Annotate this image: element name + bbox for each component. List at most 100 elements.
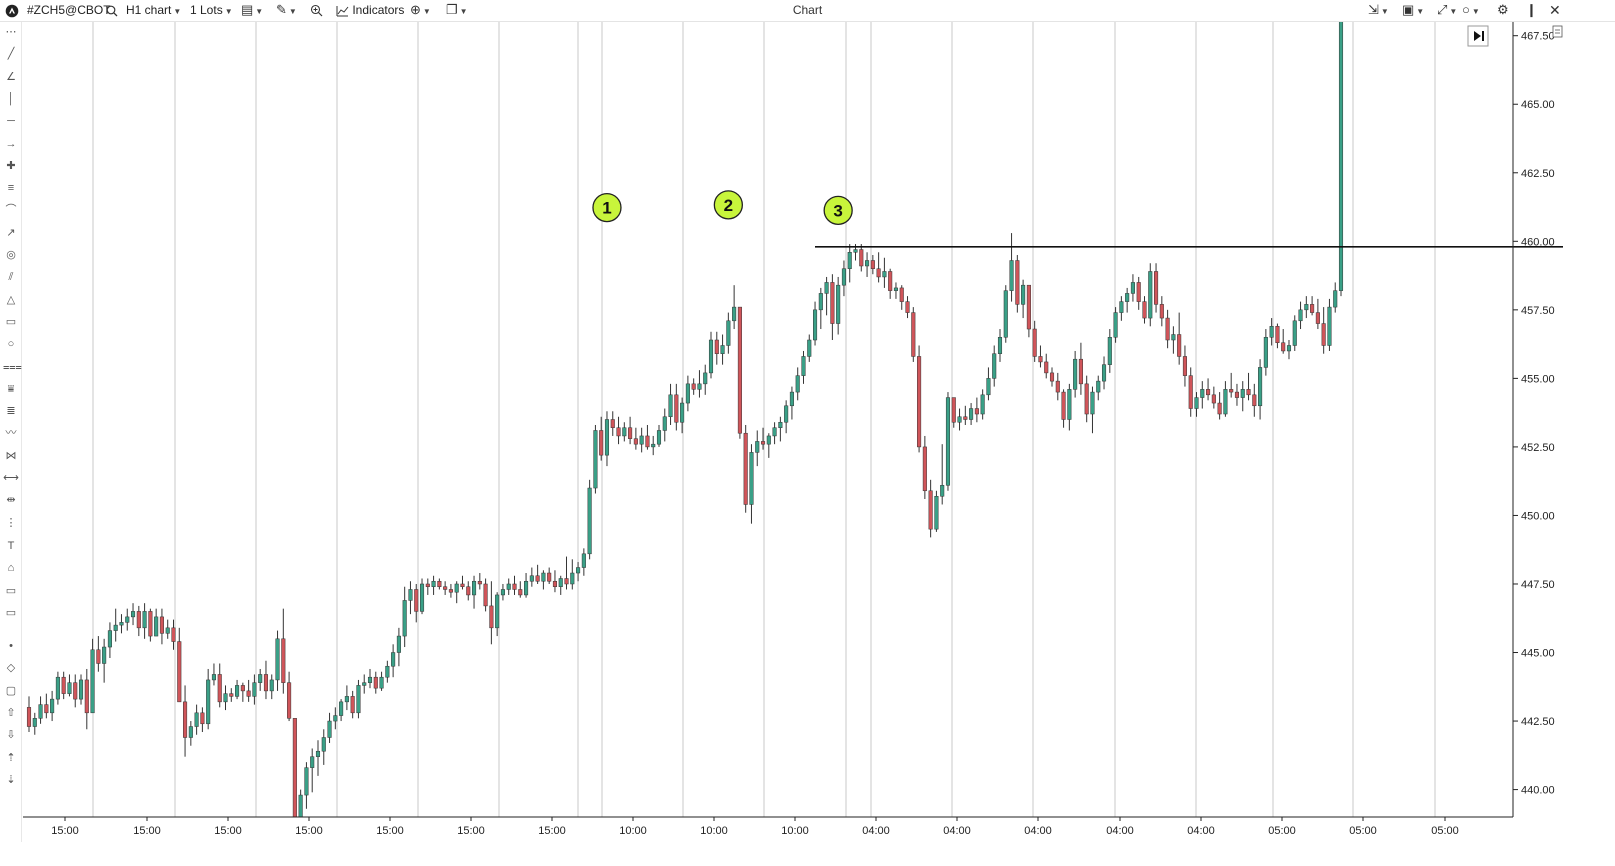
candle bbox=[691, 378, 696, 395]
chart-area[interactable]: 1 2 3 467.50 465.00 462.50 460.00 457.50 455.00 4… bbox=[23, 22, 1615, 847]
candle bbox=[1026, 284, 1031, 338]
layout-dropdown[interactable]: ❐ ▼ bbox=[446, 0, 468, 21]
price-tick-label: 455.00 bbox=[1521, 373, 1555, 385]
wave-icon[interactable]: 〰 bbox=[5, 427, 17, 440]
candle bbox=[818, 287, 823, 330]
circle-icon[interactable]: ○ bbox=[7, 338, 15, 351]
fib-levels-icon[interactable]: ⩶ bbox=[3, 360, 22, 373]
app-logo-icon[interactable] bbox=[5, 0, 19, 21]
dots-icon[interactable]: ⋯ bbox=[5, 26, 17, 38]
timeframe-dropdown[interactable]: H1 chart ▼ bbox=[126, 0, 181, 21]
zoom-icon[interactable] bbox=[310, 0, 323, 21]
chevron-down-icon: ▼ bbox=[1471, 7, 1480, 16]
arrow-line-icon[interactable]: ↗ bbox=[6, 226, 16, 239]
arrow-down-icon[interactable]: ⇩ bbox=[6, 729, 16, 742]
screenshot-dropdown[interactable]: ▣ ▼ bbox=[1402, 0, 1424, 21]
candle bbox=[1136, 276, 1141, 310]
crosshair-icon[interactable]: ✚ bbox=[6, 159, 16, 172]
square-icon[interactable]: ▢ bbox=[5, 684, 17, 697]
candle bbox=[1130, 274, 1135, 302]
diamond-icon[interactable]: ◇ bbox=[6, 662, 16, 675]
price-tick-label: 447.50 bbox=[1521, 579, 1555, 591]
text-icon[interactable]: T bbox=[7, 540, 15, 552]
candle bbox=[50, 690, 55, 722]
candle bbox=[720, 334, 725, 365]
candle bbox=[483, 578, 488, 612]
candle bbox=[136, 605, 141, 637]
lots-dropdown[interactable]: 1 Lots ▼ bbox=[190, 0, 233, 21]
measure-icon[interactable]: ⟷ bbox=[3, 472, 19, 484]
spiral-icon[interactable]: ◎ bbox=[6, 249, 16, 261]
angle-icon[interactable]: ∠ bbox=[6, 70, 16, 83]
triangle-icon[interactable]: △ bbox=[6, 293, 16, 306]
symbol-label: #ZCH5@CBOT bbox=[27, 3, 111, 17]
candle bbox=[229, 688, 234, 702]
candle bbox=[529, 567, 534, 587]
candle bbox=[830, 274, 835, 340]
search-icon[interactable] bbox=[106, 0, 118, 21]
fullscreen-dropdown[interactable]: ⤢ ▼ bbox=[1437, 0, 1457, 21]
fib-extension-icon[interactable]: ⩸ bbox=[7, 382, 15, 395]
sort-up-icon[interactable]: ⇡ bbox=[6, 751, 16, 764]
candle bbox=[217, 663, 222, 708]
crosshair-dropdown[interactable]: ⊕ ▼ bbox=[410, 0, 431, 21]
candle bbox=[552, 570, 557, 593]
candle bbox=[974, 397, 979, 423]
settings-icon[interactable]: ⚙ bbox=[1497, 2, 1509, 17]
candle bbox=[726, 312, 731, 354]
indicators-button[interactable]: Indicators bbox=[336, 0, 404, 21]
candle bbox=[807, 334, 812, 362]
scroll-to-end-button[interactable] bbox=[1467, 25, 1489, 47]
sort-down-icon[interactable]: ⇣ bbox=[6, 773, 16, 786]
marker-1[interactable]: 1 bbox=[592, 192, 622, 223]
candle bbox=[1223, 381, 1228, 417]
symbol-selector[interactable]: #ZCH5@CBOT bbox=[27, 0, 111, 21]
candle bbox=[339, 699, 344, 722]
candle bbox=[1165, 309, 1170, 349]
theme-dropdown[interactable]: ○ ▼ bbox=[1462, 0, 1480, 21]
note-icon[interactable]: ▭ bbox=[5, 606, 17, 619]
candle bbox=[876, 252, 881, 283]
parallel-lines-icon[interactable]: ≡ bbox=[7, 182, 15, 195]
candle bbox=[107, 622, 112, 658]
callout-icon[interactable]: ▭ bbox=[5, 584, 17, 597]
candle bbox=[951, 397, 956, 428]
vertical-line-icon[interactable]: │ bbox=[7, 92, 15, 105]
candle bbox=[292, 718, 297, 817]
drawing-tool-dropdown[interactable]: ✎ ▼ bbox=[276, 0, 297, 21]
curve-icon[interactable]: ⌒ bbox=[5, 204, 17, 217]
channel-icon[interactable]: ⫽ bbox=[8, 271, 14, 284]
axis-settings-icon[interactable] bbox=[1552, 25, 1563, 38]
candle bbox=[408, 581, 413, 615]
candle bbox=[414, 583, 419, 623]
collapse-dropdown[interactable]: ⇲ ▼ bbox=[1368, 0, 1389, 21]
pattern-icon[interactable]: ⋈ bbox=[5, 449, 17, 462]
vertical-dots-icon[interactable]: ⋮ bbox=[5, 516, 17, 529]
ray-icon[interactable]: → bbox=[5, 137, 17, 150]
close-icon[interactable]: ✕ bbox=[1549, 2, 1561, 18]
candle bbox=[651, 435, 656, 456]
candle bbox=[714, 331, 719, 365]
candle bbox=[859, 244, 864, 272]
candle bbox=[963, 405, 968, 425]
trendline-icon[interactable]: ╱ bbox=[7, 48, 15, 61]
marker-3[interactable]: 3 bbox=[823, 195, 853, 225]
windows-icon: ❐ bbox=[446, 2, 458, 17]
candle bbox=[200, 707, 205, 733]
tag-icon[interactable]: ⌂ bbox=[7, 562, 15, 575]
arrow-up-icon[interactable]: ⇧ bbox=[6, 706, 16, 719]
fib-fan-icon[interactable]: ≣ bbox=[6, 405, 16, 418]
horizontal-line-icon[interactable]: ─ bbox=[7, 115, 15, 128]
rectangle-icon[interactable]: ▭ bbox=[5, 315, 17, 328]
chart-type-dropdown[interactable]: ▤ ▼ bbox=[241, 0, 263, 21]
candles bbox=[26, 22, 1344, 817]
time-tick-label: 10:00 bbox=[781, 825, 809, 837]
range-icon[interactable]: ⇹ bbox=[6, 494, 16, 507]
dot-icon[interactable]: • bbox=[9, 640, 13, 652]
marker-2[interactable]: 2 bbox=[713, 190, 743, 220]
chevron-down-icon: ▼ bbox=[173, 7, 182, 16]
pin-icon[interactable]: ❙ bbox=[1526, 2, 1537, 17]
candle bbox=[379, 671, 384, 691]
candle bbox=[732, 285, 737, 330]
candle bbox=[1304, 296, 1309, 319]
